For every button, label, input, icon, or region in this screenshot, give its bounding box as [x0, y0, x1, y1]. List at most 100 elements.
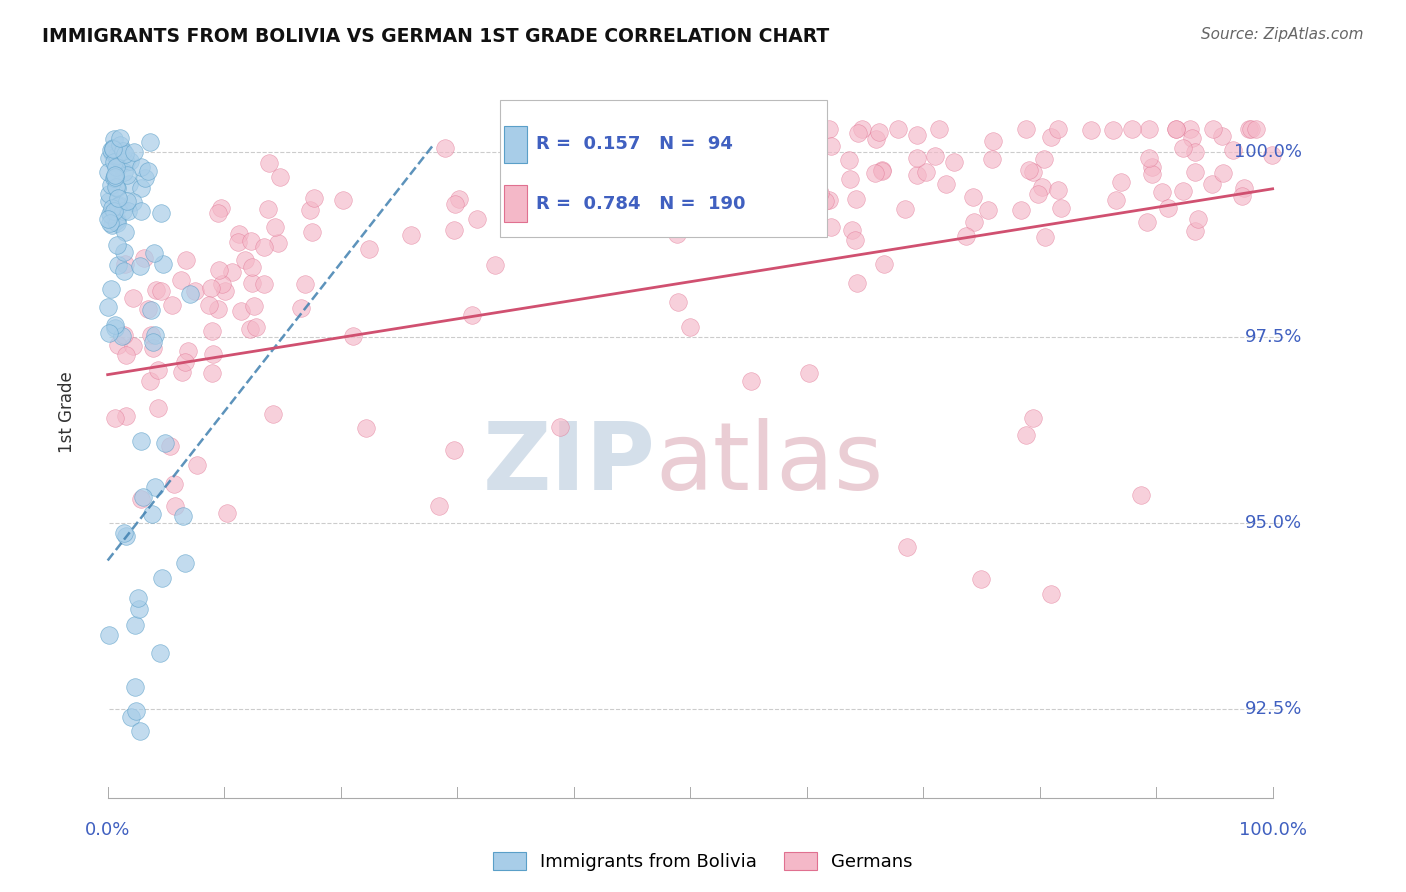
Point [101, 142, 124, 156]
Point [666, 227, 689, 242]
Point [838, 171, 860, 186]
Point [1026, 186, 1049, 201]
Point [202, 347, 225, 361]
Text: 95.0%: 95.0% [1244, 515, 1302, 533]
FancyBboxPatch shape [499, 100, 827, 237]
Point [868, 125, 890, 139]
Point [1039, 586, 1062, 600]
Point [1222, 144, 1244, 158]
Point [112, 264, 135, 278]
Point [797, 366, 820, 380]
Point [105, 214, 128, 228]
Point [263, 220, 285, 235]
Point [117, 203, 139, 218]
Point [443, 442, 465, 457]
Point [142, 245, 165, 260]
Point [449, 192, 471, 206]
Point [148, 363, 170, 377]
Point [107, 199, 129, 213]
Point [841, 223, 863, 237]
Point [290, 301, 312, 315]
Point [97, 187, 120, 202]
Point [510, 199, 533, 213]
Point [1031, 180, 1053, 194]
Point [105, 160, 128, 174]
Point [269, 170, 291, 185]
Point [332, 193, 354, 207]
Point [129, 491, 152, 506]
Text: 100.0%: 100.0% [1239, 821, 1306, 838]
Point [229, 304, 252, 318]
Point [245, 320, 267, 334]
Point [129, 160, 152, 174]
Point [114, 257, 136, 271]
Point [820, 220, 842, 235]
Point [105, 238, 128, 252]
Point [228, 227, 250, 242]
Point [160, 298, 183, 312]
Legend: Immigrants from Bolivia, Germans: Immigrants from Bolivia, Germans [486, 846, 920, 879]
Text: 1st Grade: 1st Grade [58, 371, 76, 452]
Point [124, 681, 146, 695]
Point [128, 602, 150, 616]
Point [257, 202, 280, 217]
Point [104, 321, 127, 335]
Point [887, 122, 910, 136]
Point [177, 344, 200, 359]
Point [267, 236, 290, 251]
Point [110, 145, 132, 159]
Point [1181, 130, 1204, 145]
Point [163, 477, 186, 491]
Point [141, 334, 163, 349]
Point [226, 235, 249, 250]
Point [565, 217, 588, 231]
Point [1140, 167, 1163, 181]
Point [955, 228, 977, 243]
Point [122, 194, 145, 209]
Point [170, 273, 193, 287]
Point [129, 259, 152, 273]
Point [136, 163, 159, 178]
Point [1022, 410, 1045, 425]
Point [120, 709, 142, 723]
Point [731, 142, 754, 156]
Point [114, 147, 136, 161]
Point [97, 301, 120, 315]
Point [104, 318, 127, 332]
Point [142, 341, 165, 355]
Point [1157, 201, 1180, 215]
Point [1180, 122, 1202, 136]
Point [100, 208, 122, 222]
Point [294, 277, 316, 292]
Point [1233, 181, 1256, 195]
Point [115, 409, 138, 424]
Point [585, 212, 607, 227]
Point [150, 284, 173, 298]
Point [1039, 129, 1062, 144]
Point [221, 265, 243, 279]
Point [262, 407, 284, 421]
Point [153, 435, 176, 450]
Point [981, 134, 1004, 148]
Point [1152, 185, 1174, 199]
Point [111, 328, 134, 343]
Point [1184, 145, 1206, 160]
Point [1015, 122, 1038, 136]
Point [129, 434, 152, 448]
Point [1239, 122, 1261, 136]
Point [136, 301, 159, 316]
Point [1136, 215, 1159, 229]
Point [111, 144, 134, 158]
Point [1010, 203, 1032, 218]
Point [98, 326, 121, 340]
Point [1105, 193, 1128, 207]
Point [252, 277, 274, 292]
Point [112, 244, 135, 259]
Point [152, 257, 174, 271]
Point [100, 282, 122, 296]
Point [799, 176, 821, 190]
Point [122, 145, 145, 159]
Point [211, 277, 233, 291]
Point [427, 500, 450, 514]
Point [101, 219, 124, 233]
